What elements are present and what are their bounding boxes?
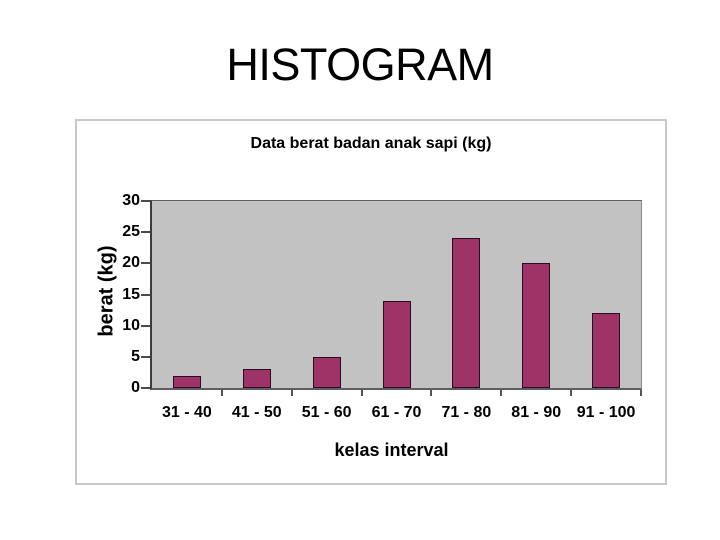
x-tick-label: 41 - 50 [231, 404, 282, 421]
y-tick-mark [141, 262, 150, 265]
x-tick-mark [640, 390, 642, 396]
x-tick-mark [290, 390, 293, 396]
y-tick-mark [141, 200, 150, 202]
x-tick-mark [500, 390, 503, 396]
bar-61-70 [382, 300, 411, 388]
x-tick-mark [570, 390, 573, 396]
y-tick-mark [141, 387, 150, 389]
x-axis-title: kelas interval [334, 440, 449, 460]
x-tick-mark [220, 390, 223, 396]
x-tick-label: 81 - 90 [511, 404, 562, 421]
y-tick-label: 15 [122, 285, 140, 303]
y-tick-mark [141, 293, 150, 296]
x-tick-label: 71 - 80 [441, 404, 492, 421]
x-tick-mark [430, 390, 433, 396]
x-tick-label: 61 - 70 [371, 404, 422, 421]
x-tick-label: 51 - 60 [301, 404, 352, 421]
x-tick-label: 91 - 100 [576, 404, 636, 421]
y-tick-label: 0 [131, 379, 140, 396]
y-tick-mark [141, 355, 150, 358]
y-tick-label: 20 [122, 254, 140, 272]
slide-title: HISTOGRAM [226, 39, 494, 90]
bar-71-80 [452, 238, 481, 388]
x-tick-label: 31 - 40 [162, 404, 212, 421]
bar-51-60 [312, 356, 341, 388]
bar-81-90 [522, 263, 551, 388]
y-tick-mark [141, 231, 150, 234]
y-tick-label: 30 [122, 192, 140, 209]
y-tick-mark [141, 324, 150, 327]
y-tick-label: 10 [122, 316, 140, 334]
chart-title: Data berat badan anak sapi (kg) [250, 135, 492, 152]
bar-41-50 [242, 369, 271, 388]
bar-31-40 [172, 375, 201, 388]
bar-91-100 [592, 313, 621, 388]
chart-panel: Data berat badan anak sapi (kg) berat (k… [75, 119, 667, 485]
y-tick-label: 25 [122, 223, 140, 241]
x-tick-mark [360, 390, 363, 396]
y-tick-label: 5 [131, 347, 140, 365]
